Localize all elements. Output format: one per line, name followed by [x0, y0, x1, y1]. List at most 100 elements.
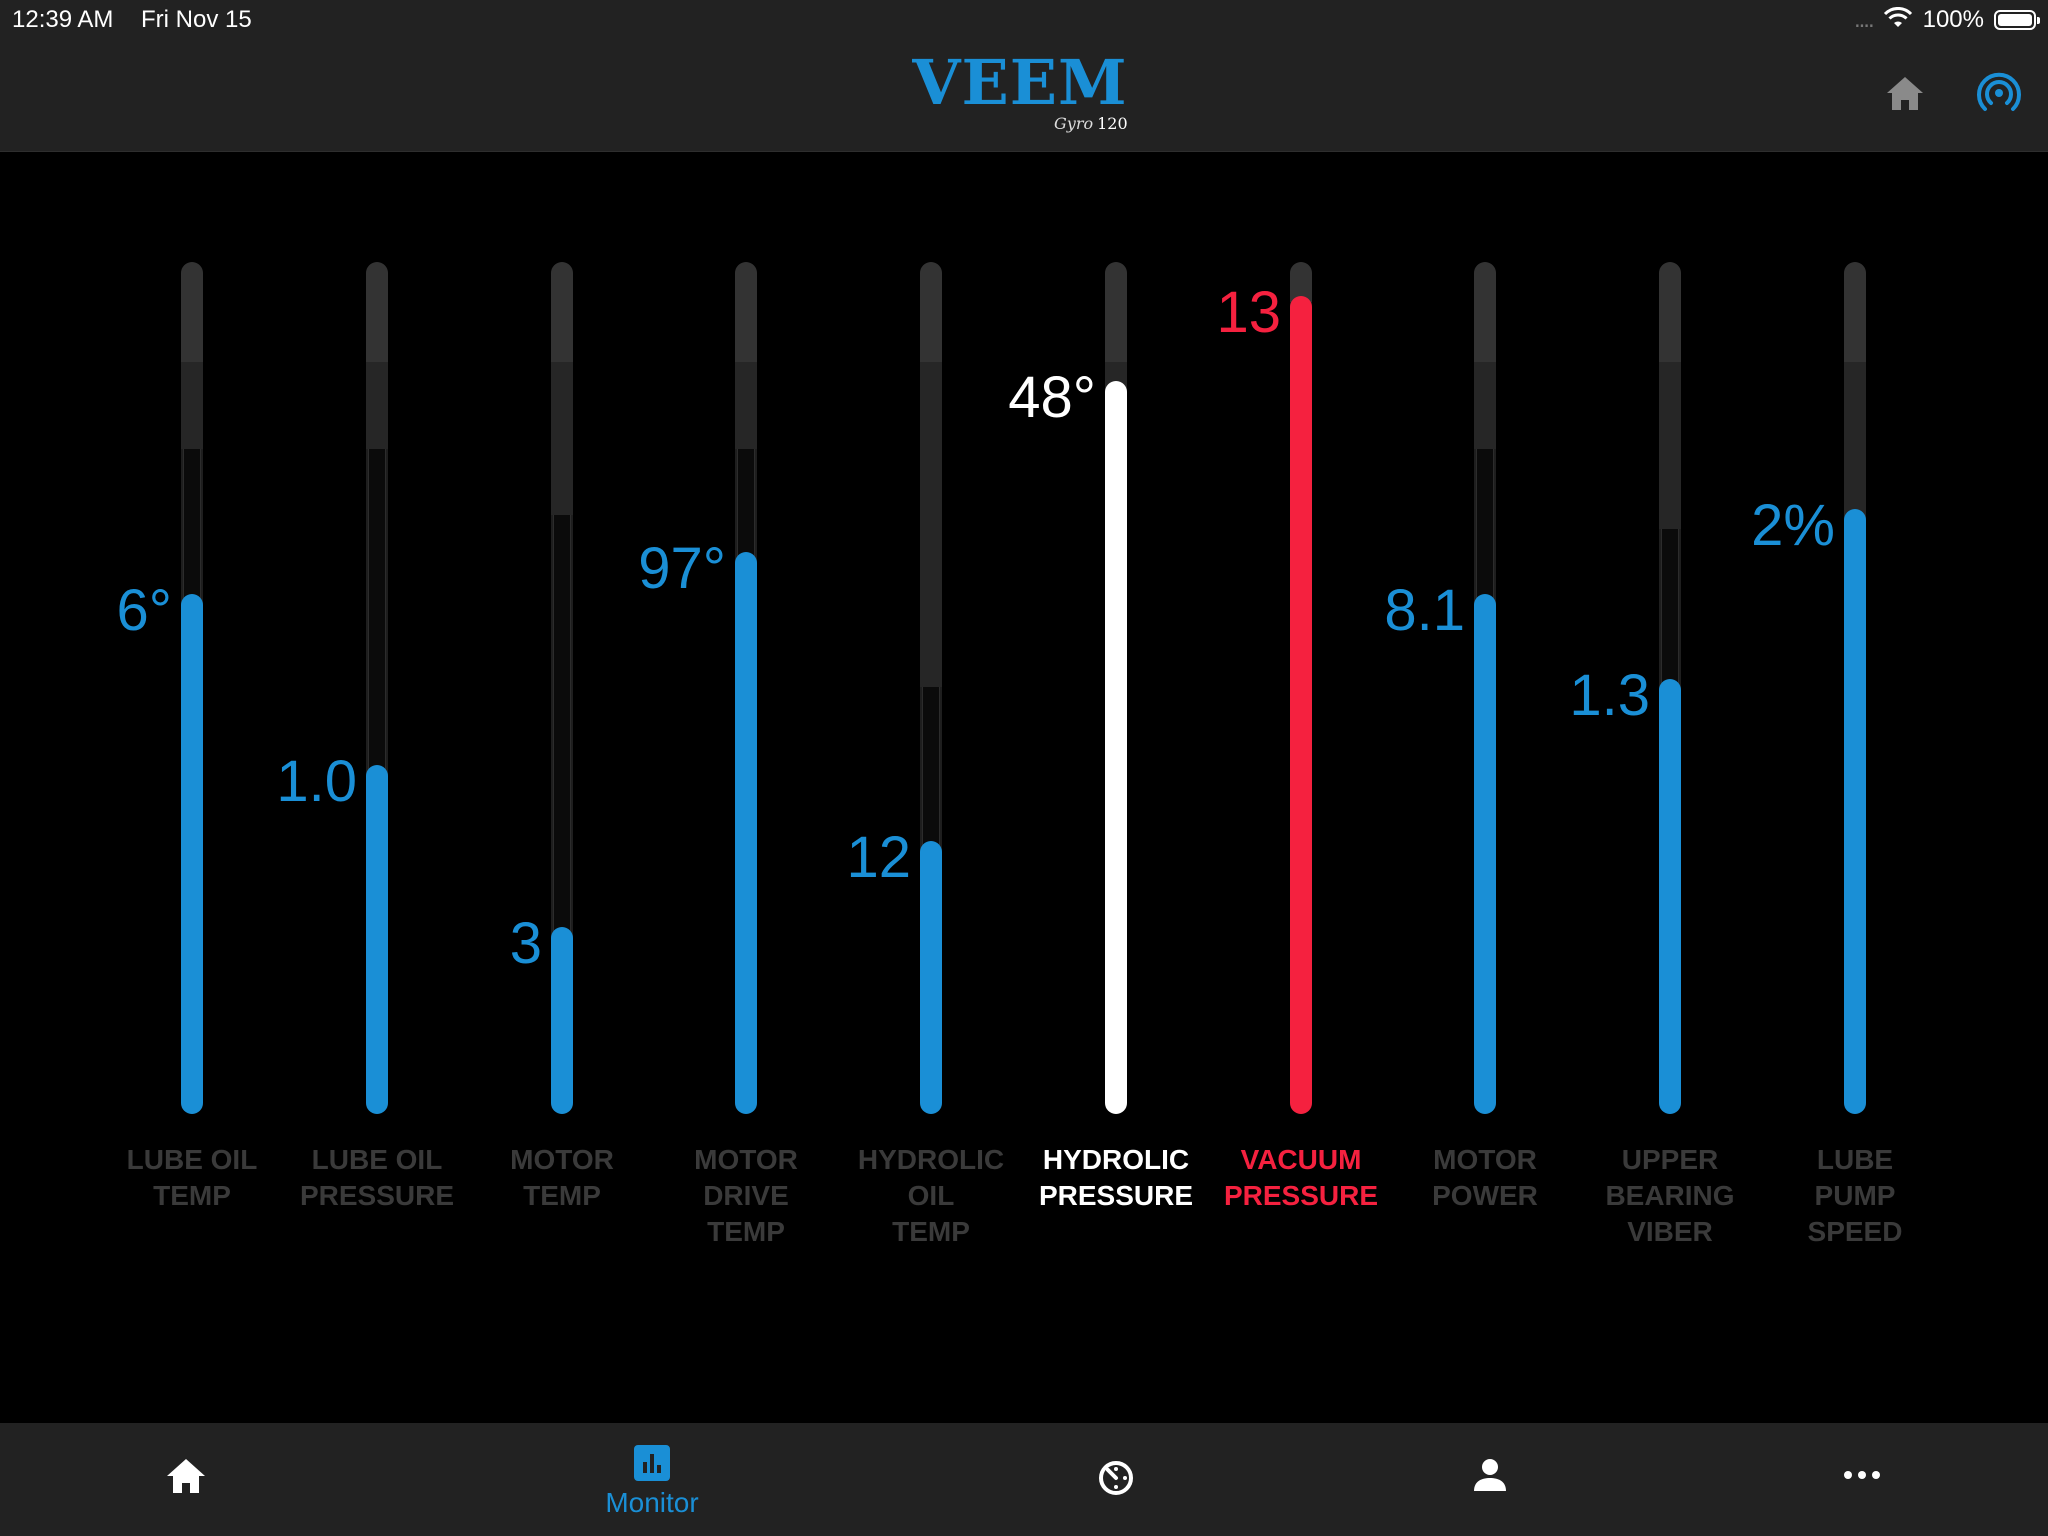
gauge-value: 12 — [846, 825, 911, 890]
gauge-value: 8.1 — [1384, 578, 1465, 643]
gauge-label-line: PUMP — [1814, 1180, 1896, 1211]
gauge-value: 6° — [116, 578, 172, 643]
gauge-value: 13 — [1216, 280, 1281, 345]
gauge-track-top — [1844, 262, 1866, 367]
status-time: 12:39 AM — [12, 6, 114, 33]
tab-profile[interactable] — [1390, 1423, 1590, 1536]
gauge-label-line: PRESSURE — [299, 1180, 455, 1211]
gauge-label-line: MOTOR — [1433, 1144, 1537, 1175]
gauge-fill-bar — [1844, 509, 1866, 1114]
gauge-label-line: LUBE OIL — [311, 1144, 443, 1175]
gauge-value: 1.3 — [1569, 663, 1650, 728]
gauge-label-line: UPPER — [1621, 1144, 1719, 1175]
gauge-label: LUBE OIL PRESSURE — [287, 1142, 467, 1214]
home-icon — [1887, 77, 1923, 110]
wifi-icon — [1883, 6, 1913, 34]
gauge-fill-bar — [551, 927, 573, 1114]
status-date: Fri Nov 15 — [141, 6, 252, 33]
gauge-label: HYDROLIC OIL TEMP — [841, 1142, 1021, 1250]
veem-logo: VEEM Gyro 120 — [900, 52, 1140, 142]
gauge-label-line: BEARING — [1605, 1180, 1735, 1211]
bottom-tab-bar: Monitor — [0, 1423, 2048, 1536]
gauge-column[interactable]: 13 VACUUM PRESSURE — [1211, 0, 1391, 1300]
gauge-label-line: PRESSURE — [1223, 1180, 1379, 1211]
gauge-label-line: TEMP — [153, 1180, 231, 1211]
gauge-column[interactable]: 1.0 LUBE OIL PRESSURE — [276, 0, 467, 1300]
gauge-value: 48° — [1008, 365, 1096, 430]
gauge-fill-bar — [366, 765, 388, 1114]
gauge-label-line: TEMP — [707, 1216, 785, 1247]
cellular-signal-icon: .... — [1853, 6, 1875, 33]
tab-monitor[interactable]: Monitor — [552, 1423, 752, 1536]
gauge-column[interactable]: 3 MOTOR TEMP — [472, 0, 652, 1300]
gauge-fill-bar — [1290, 296, 1312, 1114]
gauge-label-line: HYDROLIC — [1042, 1144, 1190, 1175]
gauge-label-line: TEMP — [523, 1180, 601, 1211]
gauge-label-line: SPEED — [1807, 1216, 1903, 1247]
battery-icon — [1994, 10, 2040, 30]
wireless-icon — [1977, 72, 2021, 111]
gauge-label-line: PRESSURE — [1038, 1180, 1194, 1211]
gauge-value: 1.0 — [276, 749, 357, 814]
gauge-track-top — [181, 262, 203, 367]
header-connection-button[interactable] — [1976, 70, 2022, 116]
user-icon — [1474, 1459, 1506, 1491]
gauge-track-top — [735, 262, 757, 367]
header-home-button[interactable] — [1882, 70, 1928, 116]
gauge-fill-bar — [920, 841, 942, 1114]
gauge-column[interactable]: 1.3 UPPER BEARING VIBER — [1569, 0, 1760, 1300]
gauge-label-line: VIBER — [1627, 1216, 1713, 1247]
gauge-label: LUBE PUMP SPEED — [1765, 1142, 1945, 1250]
gauge-label: VACUUM PRESSURE — [1211, 1142, 1391, 1214]
gauge-label-line: MOTOR — [510, 1144, 614, 1175]
gauge-column[interactable]: 48° HYDROLIC PRESSURE — [1008, 0, 1206, 1300]
gauge-track-top — [1474, 262, 1496, 367]
gauge-label-line: POWER — [1432, 1180, 1538, 1211]
gauge-track-mid — [551, 362, 573, 515]
status-indicators: .... 100% — [1853, 6, 2040, 34]
gauge-track-top — [920, 262, 942, 367]
gauge-track-mid — [1844, 362, 1866, 529]
gauge-column[interactable]: 12 HYDROLIC OIL TEMP — [841, 0, 1021, 1300]
gauge-label-line: DRIVE — [703, 1180, 789, 1211]
gauge-fill-bar — [1105, 381, 1127, 1114]
gauge-label-line: OIL — [907, 1180, 955, 1211]
gauge-label-line: LUBE — [1816, 1144, 1894, 1175]
gauge-label: UPPER BEARING VIBER — [1580, 1142, 1760, 1250]
gauge-track-top — [366, 262, 388, 367]
logo-model: Gyro 120 — [1054, 114, 1128, 133]
more-icon — [1844, 1471, 1880, 1479]
gauge-track-top — [1105, 262, 1127, 367]
gauge-track-top — [1290, 262, 1312, 302]
monitor-chart-icon — [634, 1445, 670, 1481]
gauge-label-line: VACUUM — [1240, 1144, 1362, 1175]
gauge-fill-bar — [1474, 594, 1496, 1114]
home-icon — [167, 1459, 205, 1493]
gauge-column[interactable]: 2% LUBE PUMP SPEED — [1751, 0, 1945, 1300]
battery-percentage: 100% — [1922, 6, 1984, 33]
tab-timer[interactable] — [1016, 1423, 1216, 1536]
gauge-track-mid — [1474, 362, 1496, 449]
gauge-column[interactable]: 97° MOTOR DRIVE TEMP — [638, 0, 836, 1300]
gauge-label: MOTOR DRIVE TEMP — [656, 1142, 836, 1250]
gauge-track-mid — [366, 362, 388, 449]
gauge-column[interactable]: 8.1 MOTOR POWER — [1384, 0, 1575, 1300]
gauge-fill-bar — [1659, 679, 1681, 1114]
gauge-label-line: LUBE OIL — [126, 1144, 258, 1175]
gauge-column[interactable]: 6° LUBE OIL TEMP — [102, 0, 282, 1300]
gauge-label-line: HYDROLIC — [857, 1144, 1005, 1175]
gauge-fill-bar — [181, 594, 203, 1114]
gauge-label: HYDROLIC PRESSURE — [1026, 1142, 1206, 1214]
tab-more[interactable] — [1762, 1423, 1962, 1536]
app-header: 12:39 AM Fri Nov 15 .... 100% VEEM Gyro 1… — [0, 0, 2048, 152]
tab-home[interactable] — [86, 1423, 286, 1536]
gauge-value: 2% — [1751, 493, 1835, 558]
gauge-track-mid — [1659, 362, 1681, 529]
tab-monitor-label: Monitor — [605, 1487, 699, 1518]
logo-wordmark: VEEM — [912, 46, 1128, 119]
gauge-value: 97° — [638, 536, 726, 601]
gauge-label-line: TEMP — [892, 1216, 970, 1247]
gauge-fill-bar — [735, 552, 757, 1114]
gauge-track-mid — [735, 362, 757, 449]
gauge-label: MOTOR POWER — [1395, 1142, 1575, 1214]
